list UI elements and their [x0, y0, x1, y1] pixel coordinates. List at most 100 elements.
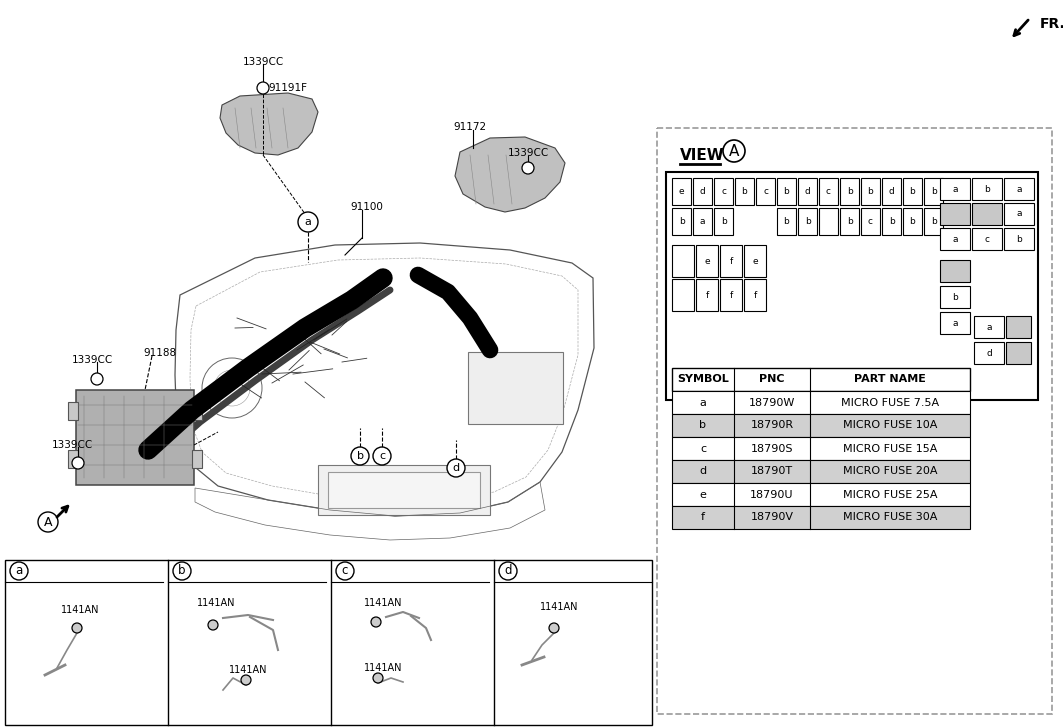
Text: 91188: 91188: [144, 348, 176, 358]
Bar: [714, 208, 733, 235]
Bar: [693, 208, 712, 235]
Text: 1141AN: 1141AN: [197, 598, 235, 608]
Text: b: b: [699, 420, 707, 430]
Text: A: A: [44, 515, 52, 529]
Text: d: d: [504, 564, 511, 577]
Bar: [940, 312, 971, 334]
Text: 18790S: 18790S: [750, 443, 793, 454]
Bar: [68, 450, 78, 468]
Bar: [328, 472, 480, 508]
Text: b: b: [867, 187, 874, 196]
Text: a: a: [699, 217, 705, 226]
Text: MICRO FUSE 30A: MICRO FUSE 30A: [843, 513, 938, 523]
Text: FR.: FR.: [1040, 17, 1063, 31]
Bar: [735, 178, 754, 205]
Text: b: b: [889, 217, 894, 226]
Text: 18790V: 18790V: [750, 513, 793, 523]
Text: 1141AN: 1141AN: [229, 665, 267, 675]
Bar: [672, 279, 694, 311]
Circle shape: [499, 562, 517, 580]
Circle shape: [723, 140, 745, 162]
Bar: [819, 208, 838, 235]
Circle shape: [522, 162, 534, 174]
Text: b: b: [783, 217, 790, 226]
Polygon shape: [455, 137, 566, 212]
Text: a: a: [699, 398, 707, 408]
Text: f: f: [754, 291, 757, 300]
Bar: [720, 279, 742, 311]
Text: d: d: [986, 348, 992, 358]
Bar: [5, 560, 652, 725]
Bar: [924, 208, 943, 235]
Bar: [861, 178, 880, 205]
Text: b: b: [1016, 235, 1022, 244]
Text: a: a: [305, 217, 311, 227]
Text: f: f: [706, 291, 709, 300]
Bar: [192, 402, 202, 420]
Text: b: b: [356, 451, 364, 461]
Bar: [672, 368, 971, 391]
Text: c: c: [868, 217, 873, 226]
Bar: [468, 352, 563, 424]
Text: 1141AN: 1141AN: [540, 602, 578, 612]
Bar: [940, 286, 971, 308]
Circle shape: [173, 562, 191, 580]
Circle shape: [373, 447, 391, 465]
Text: 18790R: 18790R: [750, 420, 794, 430]
Text: a: a: [952, 185, 958, 193]
Text: b: b: [930, 187, 937, 196]
Bar: [720, 245, 742, 277]
Bar: [756, 178, 775, 205]
Text: d: d: [699, 467, 707, 476]
Text: c: c: [721, 187, 726, 196]
Bar: [902, 178, 922, 205]
Bar: [972, 178, 1002, 200]
Text: b: b: [910, 187, 915, 196]
Text: b: b: [846, 187, 853, 196]
Text: b: b: [984, 185, 990, 193]
Text: 1339CC: 1339CC: [508, 148, 550, 158]
Bar: [672, 414, 971, 437]
Bar: [861, 208, 880, 235]
Text: 18790T: 18790T: [750, 467, 793, 476]
Text: 1141AN: 1141AN: [364, 663, 402, 673]
Text: c: c: [984, 235, 990, 244]
Bar: [68, 402, 78, 420]
Circle shape: [448, 459, 465, 477]
Text: a: a: [15, 564, 22, 577]
Text: a: a: [1016, 209, 1022, 219]
Bar: [672, 391, 971, 414]
Circle shape: [298, 212, 318, 232]
Text: 91191F: 91191F: [268, 83, 307, 93]
Bar: [696, 279, 718, 311]
Bar: [744, 245, 766, 277]
Circle shape: [72, 457, 84, 469]
Text: a: a: [1016, 185, 1022, 193]
Bar: [940, 203, 971, 225]
Circle shape: [241, 675, 251, 685]
Bar: [672, 178, 691, 205]
Circle shape: [549, 623, 559, 633]
Bar: [657, 128, 1052, 714]
Bar: [672, 245, 694, 277]
Text: e: e: [699, 489, 707, 499]
Circle shape: [72, 623, 82, 633]
Text: d: d: [699, 187, 706, 196]
Text: VIEW: VIEW: [680, 148, 725, 163]
Bar: [672, 437, 971, 460]
Text: b: b: [846, 217, 853, 226]
Bar: [924, 178, 943, 205]
Text: f: f: [701, 513, 705, 523]
Circle shape: [10, 562, 28, 580]
Bar: [777, 178, 796, 205]
Text: MICRO FUSE 7.5A: MICRO FUSE 7.5A: [841, 398, 939, 408]
Bar: [840, 178, 859, 205]
Text: MICRO FUSE 25A: MICRO FUSE 25A: [843, 489, 938, 499]
Text: 1339CC: 1339CC: [72, 355, 114, 365]
Bar: [1003, 178, 1034, 200]
Text: a: a: [952, 318, 958, 327]
Bar: [1006, 342, 1031, 364]
Text: c: c: [699, 443, 706, 454]
Bar: [192, 450, 202, 468]
Text: d: d: [805, 187, 810, 196]
